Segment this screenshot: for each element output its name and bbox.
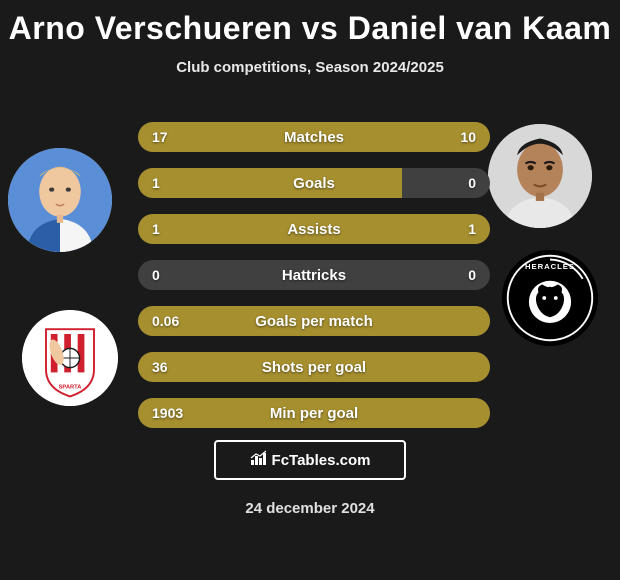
stat-row: 11Assists bbox=[138, 214, 490, 244]
stat-value-left: 0 bbox=[152, 260, 160, 290]
page-title: Arno Verschueren vs Daniel van Kaam bbox=[0, 0, 620, 47]
club-left-svg: SPARTA bbox=[22, 310, 118, 406]
player-left-avatar bbox=[8, 148, 112, 252]
stat-label: Hattricks bbox=[138, 260, 490, 290]
subtitle: Club competitions, Season 2024/2025 bbox=[0, 59, 620, 76]
stat-value-right: 0 bbox=[468, 168, 476, 198]
stat-row: 10Goals bbox=[138, 168, 490, 198]
stat-bar-left bbox=[138, 122, 360, 152]
stat-value-right: 0 bbox=[468, 260, 476, 290]
stat-bar-left bbox=[138, 352, 490, 382]
stat-row: 0.06Goals per match bbox=[138, 306, 490, 336]
stat-row: 1903Min per goal bbox=[138, 398, 490, 428]
footer-date: 24 december 2024 bbox=[0, 500, 620, 517]
svg-text:SPARTA: SPARTA bbox=[59, 385, 82, 391]
avatar-right-svg bbox=[488, 124, 592, 228]
footer-site-box[interactable]: FcTables.com bbox=[214, 440, 406, 480]
stat-bar-left bbox=[138, 306, 490, 336]
club-left-logo: SPARTA bbox=[22, 310, 118, 406]
stat-row: 0 0Hattricks bbox=[138, 260, 490, 290]
svg-text:HERACLES: HERACLES bbox=[525, 262, 575, 271]
stat-row: 1710Matches bbox=[138, 122, 490, 152]
stats-container: 1710Matches10Goals11Assists00Hattricks0.… bbox=[138, 122, 490, 444]
avatar-left-svg bbox=[8, 148, 112, 252]
stat-bar-left bbox=[138, 168, 402, 198]
club-right-logo: HERACLES bbox=[502, 250, 598, 346]
bar-chart-icon bbox=[250, 450, 268, 470]
stat-bar-left bbox=[138, 214, 314, 244]
stat-row: 36Shots per goal bbox=[138, 352, 490, 382]
stat-bar-left bbox=[138, 398, 490, 428]
club-right-svg: HERACLES bbox=[502, 250, 598, 346]
stat-bar-right bbox=[360, 122, 490, 152]
stat-bar-right bbox=[314, 214, 490, 244]
player-right-avatar bbox=[488, 124, 592, 228]
footer-site-label: FcTables.com bbox=[272, 452, 371, 469]
